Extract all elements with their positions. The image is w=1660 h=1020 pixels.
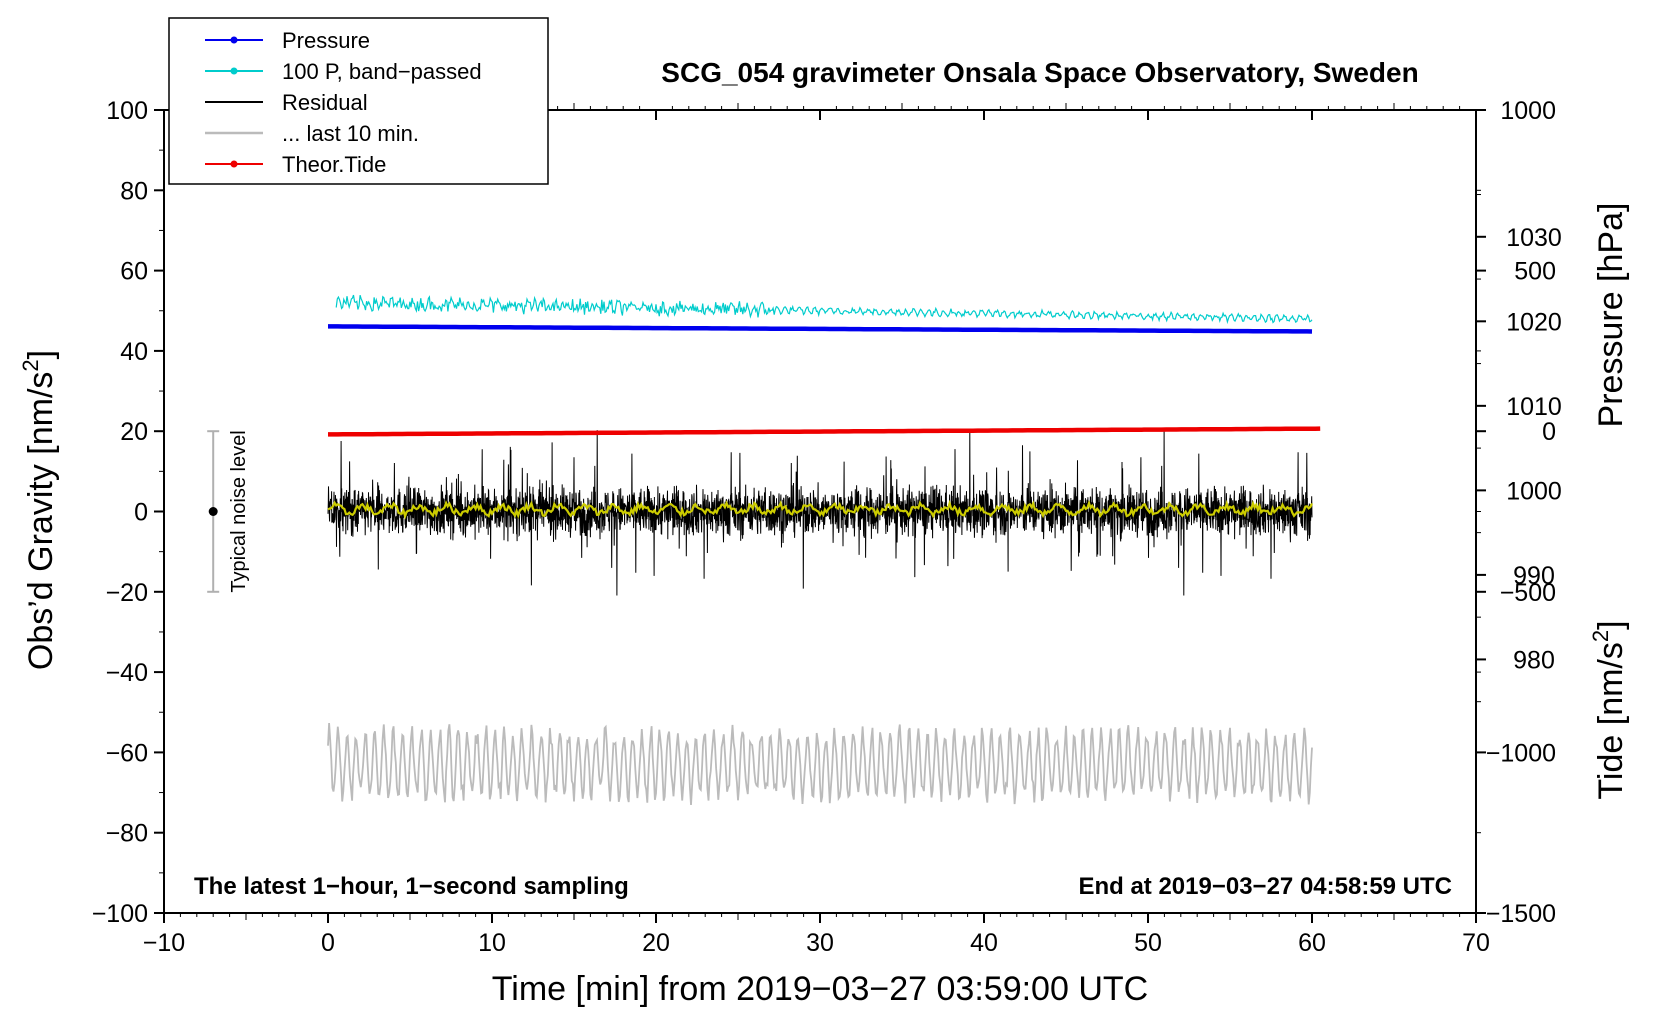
y-tick-label: −40 xyxy=(106,659,148,687)
y-axis-title: Obs’d Gravity [nm/s2] xyxy=(18,350,60,670)
noise-bar-dot xyxy=(208,507,218,516)
legend-label: Theor.Tide xyxy=(282,152,386,177)
y-tick-label: 40 xyxy=(120,338,148,366)
noise-level-indicator: Typical noise level xyxy=(207,430,250,593)
y-axis-title-main: Obs’d Gravity [nm/s xyxy=(22,372,60,671)
x-tick-label: 0 xyxy=(321,929,335,957)
y-tick-label: 0 xyxy=(134,499,148,527)
pressure-tick-label: 1030 xyxy=(1506,224,1562,252)
y-tick-label: 20 xyxy=(120,418,148,446)
tide-tick-label: −1500 xyxy=(1486,900,1556,928)
tide-tick-label: 0 xyxy=(1542,418,1556,446)
chart-title: SCG_054 gravimeter Onsala Space Observat… xyxy=(661,57,1418,88)
tide-axis-title: Tide [nm/s2] xyxy=(1588,620,1630,799)
x-tick-label: 50 xyxy=(1134,929,1162,957)
legend: Pressure 100 P, band−passed Residual ... la… xyxy=(168,17,549,185)
pressure-tick-label: 980 xyxy=(1513,646,1555,674)
noise-bar-label: Typical noise level xyxy=(228,430,250,592)
x-tick-label: 10 xyxy=(478,929,506,957)
pressure-tick-label: 990 xyxy=(1513,562,1555,590)
y-tick-label: −80 xyxy=(106,820,148,848)
y-tick-label: −60 xyxy=(106,739,148,767)
y-tick-label: 80 xyxy=(120,177,148,205)
legend-label: Residual xyxy=(282,90,368,115)
tide-tick-label: 500 xyxy=(1514,258,1556,286)
pressure-tick-label: 1010 xyxy=(1506,393,1562,421)
x-tick-label: 30 xyxy=(806,929,834,957)
x-axis-title: Time [min] from 2019−03−27 03:59:00 UTC xyxy=(492,970,1148,1008)
legend-label: ... last 10 min. xyxy=(282,121,419,146)
tide-tick-label: −500 xyxy=(1500,579,1556,607)
tide-axis-title-end: ] xyxy=(1592,620,1630,629)
x-tick-label: 70 xyxy=(1462,929,1490,957)
x-tick-label: 20 xyxy=(642,929,670,957)
series-residual-smoothed-line xyxy=(327,499,1314,520)
legend-entries: Pressure 100 P, band−passed Residual ... la… xyxy=(205,28,482,177)
annotation-left: The latest 1−hour, 1−second sampling xyxy=(194,873,629,900)
pressure-axis-title: Pressure [hPa] xyxy=(1592,203,1630,428)
pressure-tick-label: 1020 xyxy=(1506,308,1562,336)
legend-label: Pressure xyxy=(282,28,370,53)
legend-marker xyxy=(230,36,238,44)
tide-tick-label: 1000 xyxy=(1500,97,1556,125)
y-axis-title-end: ] xyxy=(22,350,60,359)
series-band-passed-line xyxy=(335,294,1313,325)
series-theor-tide-line xyxy=(328,426,1321,437)
x-tick-label: 40 xyxy=(970,929,998,957)
y-axis-title-sup: 2 xyxy=(18,359,43,371)
x-tick-label: 60 xyxy=(1298,929,1326,957)
y-tick-label: −100 xyxy=(92,900,148,928)
y-tick-label: 60 xyxy=(120,258,148,286)
legend-marker xyxy=(230,67,238,75)
series-pressure-line xyxy=(328,324,1313,334)
y-tick-label: −20 xyxy=(106,579,148,607)
annotation-right: End at 2019−03−27 04:58:59 UTC xyxy=(1078,873,1452,900)
legend-label: 100 P, band−passed xyxy=(282,59,482,84)
pressure-tick-label: 1000 xyxy=(1506,477,1562,505)
y-tick-label: 100 xyxy=(106,97,148,125)
ticks-layer: −10 0 10 20 30 40 50 60 70−100−80−60−40−20020406… xyxy=(92,97,1562,957)
tide-axis-title-main: Tide [nm/s xyxy=(1592,642,1630,799)
tide-tick-label: −1000 xyxy=(1486,739,1556,767)
legend-marker xyxy=(230,160,238,168)
series-last-10-min-line xyxy=(327,722,1313,805)
x-tick-label: −10 xyxy=(143,929,185,957)
tide-axis-title-sup: 2 xyxy=(1588,630,1613,642)
series-layer xyxy=(327,294,1321,805)
